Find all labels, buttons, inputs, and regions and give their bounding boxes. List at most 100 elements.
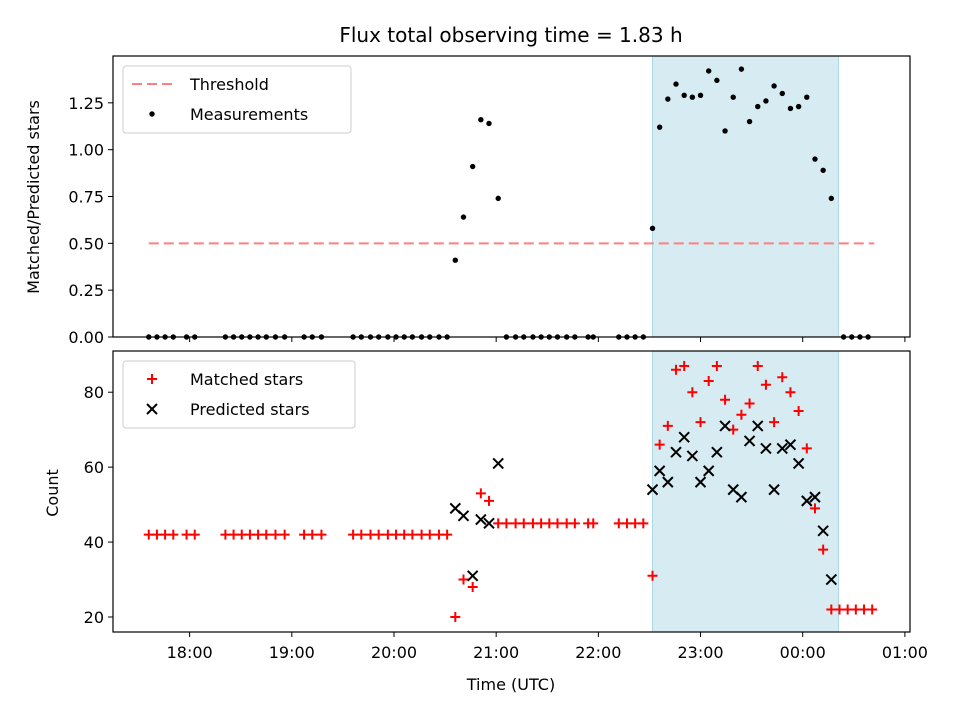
matched-stars-marker	[638, 518, 649, 529]
measurements-marker	[763, 98, 769, 104]
measurements-marker	[812, 156, 818, 162]
matched-stars-marker	[711, 360, 722, 371]
x-tick-label: 00:00	[780, 643, 826, 662]
bottom-y-tick-label: 40	[84, 533, 104, 552]
predicted-stars-marker	[825, 573, 838, 586]
bottom-axes-frame	[112, 350, 911, 633]
matched-stars-marker	[647, 570, 658, 581]
matched-stars-marker	[588, 518, 599, 529]
predicted-stars-marker	[457, 510, 470, 522]
predicted-stars-marker	[702, 465, 715, 477]
matched-stars-marker	[662, 420, 673, 431]
matched-stars-marker	[316, 529, 327, 540]
measurements-marker	[795, 103, 802, 110]
measurements-marker	[681, 92, 687, 99]
bottom-legend: Matched stars Predicted stars	[122, 360, 356, 429]
predicted-stars-marker	[760, 442, 772, 455]
legend-label-predicted-stars: Predicted stars	[190, 400, 310, 419]
matched-stars-marker	[424, 529, 435, 540]
legend-swatch-matched-stars	[147, 374, 157, 384]
matched-stars-marker	[752, 360, 763, 371]
bottom-y-tick-label: 20	[84, 608, 104, 627]
top-shaded-interval	[652, 55, 839, 338]
predicted-stars-marker	[735, 491, 748, 503]
top-panel: 0.00 0.25 0.50 0.75 1.00 1.25 Threshold Measure…	[68, 55, 911, 347]
measurements-marker	[730, 94, 736, 100]
matched-stars-marker	[279, 529, 290, 540]
top-y-axis-label: Matched/Predicted stars	[24, 100, 43, 294]
matched-stars-marker	[189, 529, 200, 540]
measurements-marker	[486, 120, 492, 127]
measurements-marker	[746, 118, 753, 125]
matched-stars-marker	[569, 518, 580, 529]
measurements-marker	[460, 214, 467, 220]
matched-stars-marker	[695, 417, 706, 428]
bottom-shaded-interval	[652, 350, 839, 633]
matched-stars-marker	[458, 574, 469, 585]
bottom-panel: 20 40 60 80 18:00 19:00 20:00 21:00 22:00 23:00 00…	[84, 350, 928, 662]
measurements-marker	[649, 225, 656, 232]
matched-stars-marker	[736, 409, 747, 420]
measurements-marker	[478, 116, 484, 123]
matched-stars-marker	[760, 379, 771, 390]
top-y-tick-label: 1.00	[68, 141, 104, 160]
top-legend-box	[122, 65, 352, 134]
matched-stars-marker	[270, 529, 281, 540]
measurements-marker	[804, 94, 810, 100]
predicted-stars-marker	[492, 457, 504, 470]
matched-stars-marker	[793, 405, 804, 416]
matched-stars-marker	[679, 360, 690, 371]
matched-stars-marker	[867, 604, 878, 615]
matched-stars-marker	[769, 417, 780, 428]
predicted-stars-marker	[475, 513, 487, 526]
x-tick-label: 20:00	[371, 643, 417, 662]
top-y-tick-label: 0.50	[68, 234, 104, 253]
measurements-marker	[673, 81, 679, 87]
legend-label-matched-stars: Matched stars	[190, 370, 303, 389]
predicted-stars-marker	[483, 517, 495, 530]
matched-stars-marker	[475, 488, 486, 499]
legend-label-measurements: Measurements	[190, 105, 308, 124]
matched-stars-marker	[552, 518, 563, 529]
matched-stars-marker	[307, 529, 318, 540]
bottom-y-axis-label: Count	[43, 469, 62, 517]
matched-stars-marker	[356, 529, 367, 540]
predicted-stars-marker	[711, 446, 723, 458]
predicted-stars-marker	[686, 450, 699, 462]
matched-stars-marker	[720, 394, 731, 405]
predicted-stars-marker	[784, 438, 797, 451]
legend-label-threshold: Threshold	[189, 75, 269, 94]
matched-stars-marker	[654, 439, 665, 450]
measurements-marker	[779, 90, 785, 97]
predicted-stars-marker	[809, 491, 821, 503]
predicted-stars-marker	[694, 476, 707, 488]
matched-stars-marker	[501, 518, 512, 529]
matched-stars-marker	[442, 529, 453, 540]
predicted-stars-marker	[752, 420, 764, 432]
predicted-stars-marker	[776, 442, 788, 455]
matched-stars-marker	[687, 387, 698, 398]
matched-stars-marker	[744, 398, 755, 409]
predicted-stars-marker	[801, 495, 813, 507]
matched-stars-marker	[407, 529, 418, 540]
bottom-legend-box	[122, 360, 356, 429]
measurements-marker	[665, 96, 671, 102]
measurements-marker	[452, 257, 459, 263]
matched-stars-marker	[484, 495, 495, 506]
matched-stars-marker	[450, 612, 461, 623]
matched-stars-marker	[467, 582, 478, 593]
x-tick-label: 23:00	[677, 643, 723, 662]
matched-stars-marker	[518, 518, 529, 529]
bottom-y-tick-label: 60	[84, 458, 104, 477]
predicted-stars-marker	[646, 483, 659, 496]
matched-stars-marker	[801, 443, 812, 454]
x-tick-label: 01:00	[882, 643, 928, 662]
matched-stars-marker	[168, 529, 179, 540]
bottom-y-tick-label: 80	[84, 383, 104, 402]
matched-stars-marker	[818, 544, 829, 555]
matched-stars-marker	[785, 387, 796, 398]
predicted-stars-marker	[768, 483, 780, 496]
predicted-stars-marker	[719, 420, 731, 432]
measurements-marker	[828, 195, 835, 202]
measurements-marker	[495, 195, 501, 202]
